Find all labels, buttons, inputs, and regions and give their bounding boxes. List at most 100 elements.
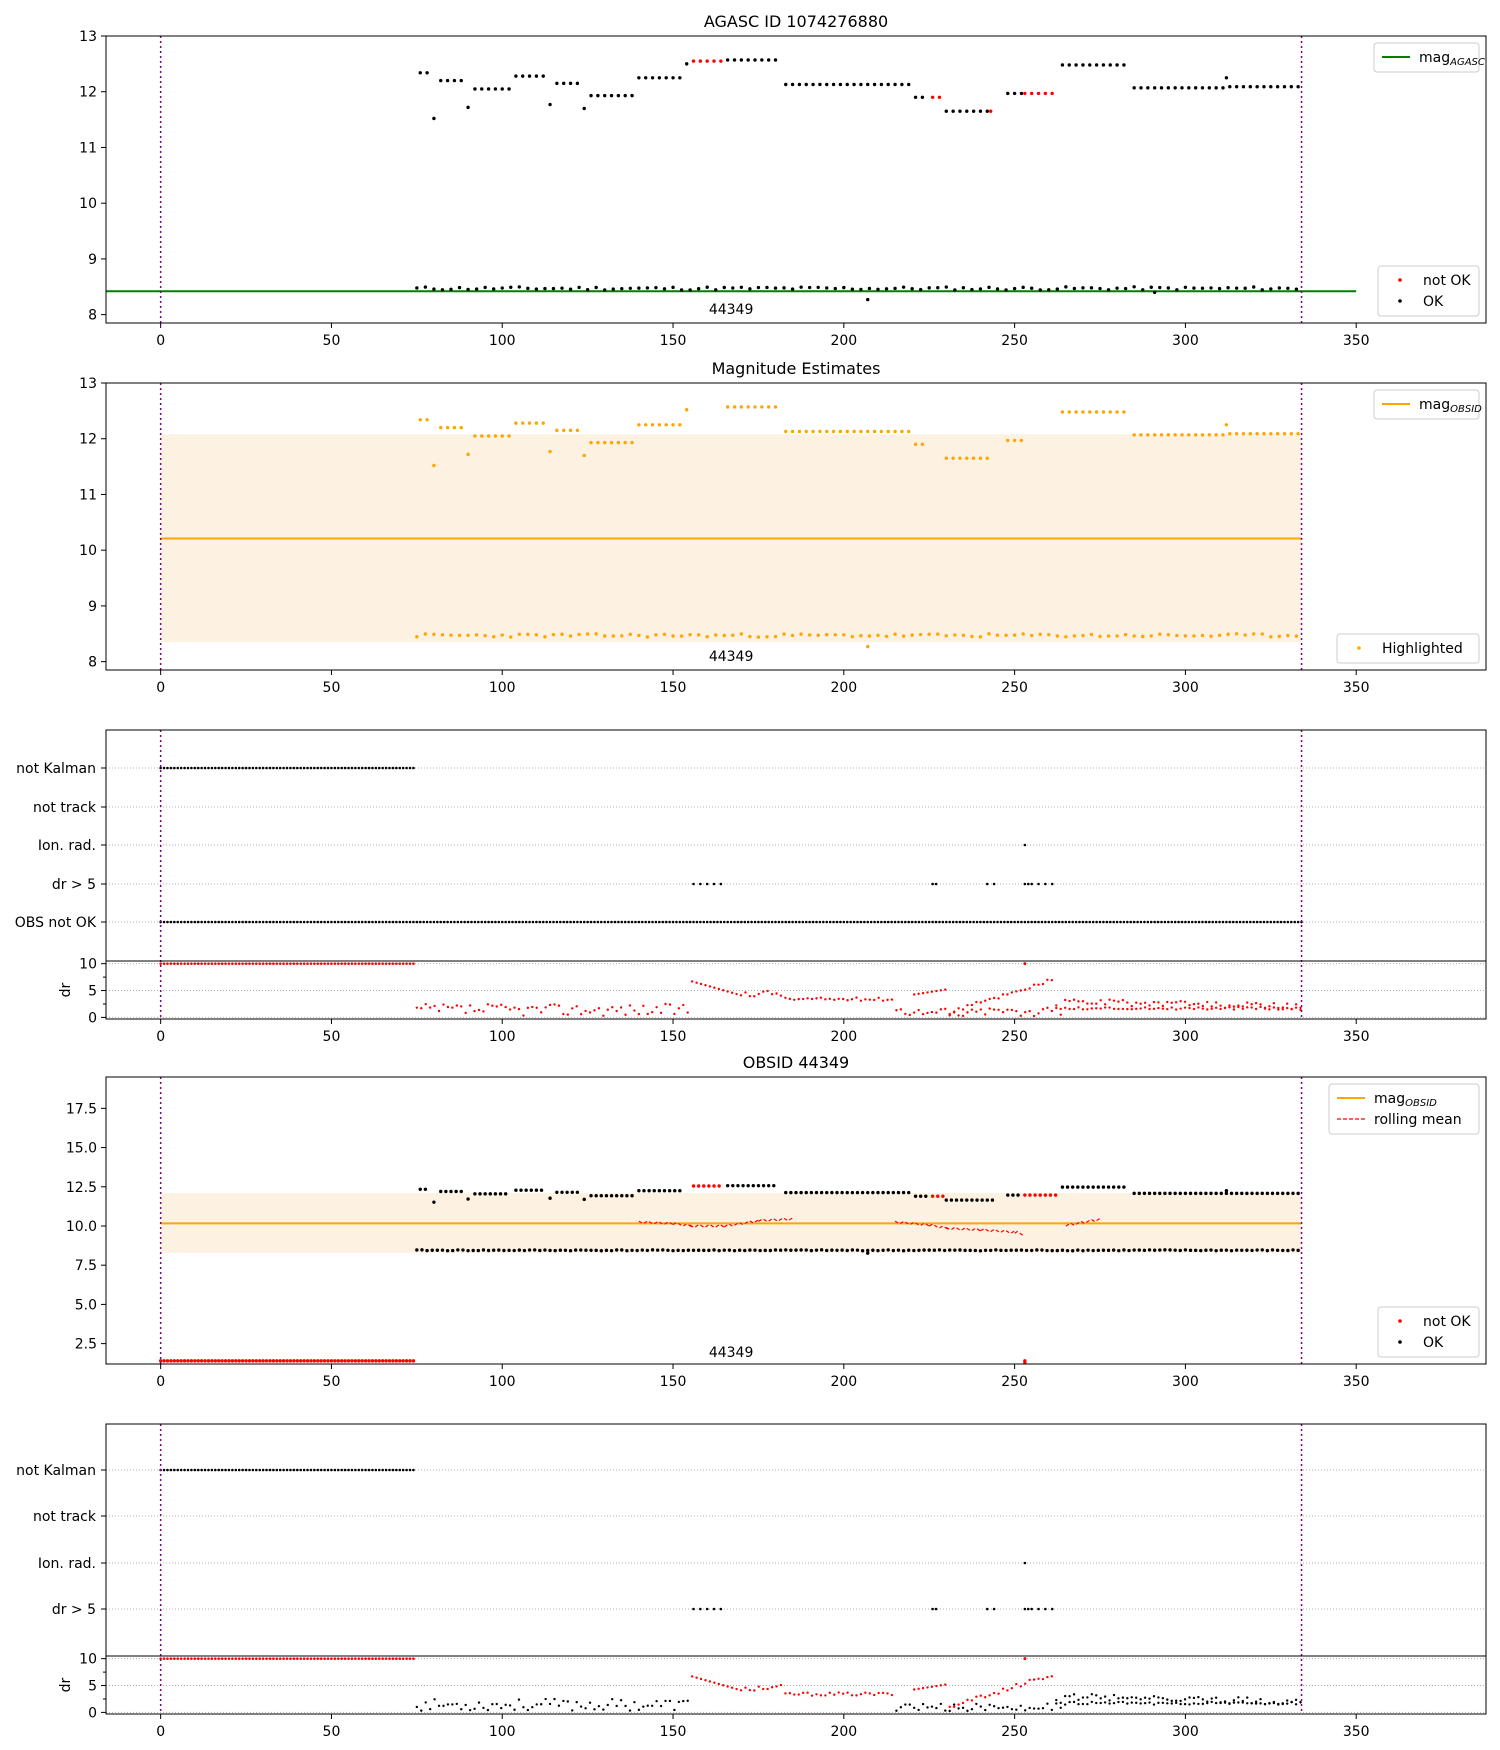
flag-point	[1078, 920, 1081, 924]
dr-point	[890, 1693, 894, 1697]
data-point	[671, 76, 675, 80]
dr-point	[726, 1685, 729, 1688]
data-point	[203, 1359, 207, 1363]
data-point	[746, 58, 750, 62]
flag-point	[623, 920, 627, 924]
data-point	[1147, 1248, 1152, 1252]
data-point	[1029, 286, 1034, 290]
data-point	[206, 1359, 211, 1363]
dr-point	[695, 1676, 698, 1679]
data-point	[1159, 433, 1164, 437]
x-tick-label: 0	[156, 1374, 165, 1390]
flag-point	[272, 1468, 275, 1472]
dr-point	[1174, 1699, 1178, 1702]
data-point	[936, 1194, 940, 1198]
data-point	[855, 1248, 860, 1252]
data-point	[493, 434, 498, 438]
data-point	[1243, 633, 1247, 637]
dr-point	[234, 1657, 238, 1660]
data-point	[1234, 1191, 1239, 1196]
data-point	[1137, 1191, 1141, 1196]
dr-point	[1099, 1701, 1102, 1705]
data-point	[423, 285, 428, 289]
data-point	[893, 429, 897, 434]
x-tick-label: 150	[660, 1724, 687, 1740]
data-point	[577, 632, 581, 637]
data-point	[1122, 1248, 1126, 1252]
data-point	[473, 434, 477, 438]
data-point	[1291, 1191, 1295, 1196]
data-point	[1296, 432, 1300, 436]
flag-point	[1074, 920, 1078, 924]
dr-point	[500, 1706, 503, 1710]
data-point	[1159, 86, 1164, 90]
flag-point	[391, 920, 395, 924]
flag-point	[360, 1468, 364, 1472]
flag-point	[757, 920, 760, 924]
data-point	[1089, 632, 1094, 637]
dr-point	[517, 1007, 521, 1011]
flag-point	[938, 920, 941, 924]
flag-point	[992, 882, 996, 886]
data-point	[901, 285, 906, 289]
data-point	[548, 449, 552, 454]
data-point	[936, 632, 940, 636]
dr-point	[766, 989, 769, 993]
data-point	[954, 1198, 959, 1202]
y-tick-label: 2.5	[75, 1337, 97, 1353]
dr-point	[313, 1657, 316, 1660]
data-point	[1086, 1248, 1090, 1252]
data-point	[763, 1248, 767, 1253]
data-point	[459, 425, 463, 430]
dr-point	[1285, 1702, 1289, 1705]
dr-point	[176, 1657, 180, 1660]
dr-point	[367, 1657, 371, 1660]
dr-point	[1028, 1678, 1031, 1682]
dr-point	[730, 991, 734, 994]
data-point	[691, 1248, 696, 1252]
data-point	[1019, 1248, 1024, 1252]
data-point	[731, 1183, 735, 1188]
dr-point	[1174, 1008, 1178, 1011]
data-point	[573, 1248, 578, 1252]
data-point	[896, 1190, 901, 1195]
data-point	[363, 1359, 368, 1363]
data-point	[630, 1194, 634, 1198]
dr-point	[1170, 1702, 1173, 1705]
data-point	[867, 286, 872, 291]
data-point	[1081, 63, 1085, 67]
data-point	[483, 285, 487, 290]
data-point	[548, 1248, 552, 1253]
data-point	[466, 452, 470, 457]
flag-point	[1160, 920, 1163, 924]
data-point	[394, 1359, 399, 1363]
flag-point	[989, 920, 993, 924]
dr-point	[1086, 1696, 1089, 1699]
data-point	[415, 1248, 419, 1252]
data-point	[886, 1190, 890, 1195]
dr-point	[815, 1693, 818, 1696]
data-point	[466, 105, 470, 110]
dr-point	[1081, 1696, 1085, 1699]
data-point	[1076, 1185, 1080, 1189]
data-point	[1098, 634, 1102, 639]
data-point	[876, 633, 880, 638]
data-point	[790, 633, 795, 638]
dr-point	[1015, 1708, 1018, 1711]
flag-point	[326, 766, 330, 770]
flag-point	[692, 882, 695, 886]
data-point	[765, 635, 769, 639]
dr-point	[522, 1706, 525, 1709]
dr-point	[1019, 989, 1022, 992]
data-point	[917, 1248, 921, 1252]
data-point	[1173, 86, 1177, 90]
data-point	[543, 1248, 547, 1252]
flag-point	[1016, 920, 1020, 924]
data-point	[1142, 1248, 1147, 1253]
y-tick-label: 10.0	[66, 1219, 97, 1235]
dr-point	[1259, 1702, 1262, 1705]
data-point	[886, 429, 890, 434]
plot-frame	[105, 729, 1487, 1020]
data-point	[1262, 432, 1266, 436]
data-point	[1262, 85, 1266, 89]
